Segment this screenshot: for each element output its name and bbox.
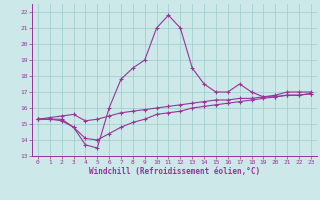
X-axis label: Windchill (Refroidissement éolien,°C): Windchill (Refroidissement éolien,°C) [89, 167, 260, 176]
